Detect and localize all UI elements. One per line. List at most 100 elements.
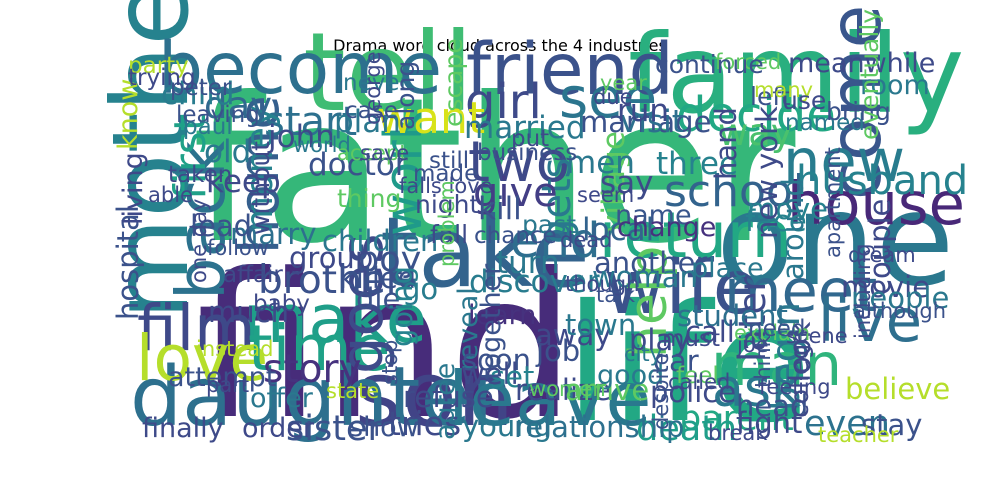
word-time: time — [248, 312, 390, 385]
word-man: man — [711, 330, 842, 399]
word-know: know — [113, 79, 144, 150]
word-falls-love: falls love — [399, 174, 493, 198]
word-without: without — [246, 141, 275, 235]
word-way: way — [718, 111, 793, 154]
word-become: become — [158, 27, 442, 110]
word-college: college — [785, 328, 814, 418]
word-friend: friend — [466, 28, 674, 111]
word-good: good — [597, 360, 664, 391]
word-around: around — [776, 178, 810, 280]
word-killed: killed — [339, 261, 416, 295]
word-save: save — [360, 141, 409, 165]
word-first: first — [165, 114, 216, 200]
word-world: world — [293, 133, 351, 157]
word-town: town — [565, 308, 636, 342]
word-stop: stop — [378, 340, 402, 385]
word-attempt: attempt — [168, 362, 276, 393]
word-reveal: reveal — [453, 287, 484, 371]
word-arrive: arrive — [565, 373, 649, 407]
word-story: story — [263, 347, 362, 392]
word-women: women — [529, 377, 606, 401]
word-year: year — [600, 71, 647, 95]
word-baby: baby — [253, 291, 310, 317]
word-children: children — [322, 224, 438, 258]
word-part: part — [206, 373, 249, 397]
word-visit: visit — [620, 104, 684, 140]
word-police: police — [650, 375, 736, 409]
word-set: set — [490, 360, 534, 394]
word-death: death — [636, 409, 737, 449]
word-living: living — [118, 152, 149, 225]
word-son: son — [355, 342, 514, 447]
word-begin: begin — [764, 302, 809, 411]
word-married: married — [464, 110, 586, 146]
word-room: room — [860, 70, 930, 101]
word-escape: escape — [439, 38, 468, 127]
word-discover: discover — [469, 264, 600, 300]
word-ask: ask — [712, 359, 801, 419]
word-start: start — [264, 99, 357, 145]
word-offer: offer — [250, 383, 314, 414]
word-put: put — [511, 126, 549, 152]
word-come: come — [814, 5, 897, 200]
word-say: say — [600, 165, 654, 201]
word-run: run — [617, 93, 669, 129]
word-need: need — [748, 316, 805, 342]
word-boy: boy — [357, 240, 421, 280]
word-old: old — [204, 134, 251, 170]
word-john: john — [267, 119, 335, 155]
word-live: live — [818, 286, 922, 355]
word-peter: peter — [170, 75, 232, 101]
word-die: die — [356, 282, 400, 316]
word-find: find — [196, 231, 576, 464]
word-kill: kill — [478, 191, 522, 227]
word-make: make — [243, 280, 427, 358]
word-go: go — [402, 272, 438, 306]
word-group: group — [289, 241, 373, 275]
word-job: job — [535, 334, 580, 368]
word-show: show — [349, 412, 419, 443]
word-tell: tell — [303, 9, 473, 136]
word-scene: scene — [786, 324, 848, 348]
word-husband: husband — [796, 158, 968, 204]
word-money: money — [238, 105, 281, 232]
word-doctor: doctor — [308, 147, 408, 183]
word-later: later — [731, 276, 774, 362]
word-due: due — [593, 85, 633, 109]
word-named: named — [785, 110, 865, 136]
word-city: city — [624, 342, 662, 366]
word-daughter: daughter — [130, 350, 505, 445]
word-past: past — [522, 210, 576, 239]
word-state: state — [326, 379, 379, 403]
word-chance: chance — [474, 223, 557, 249]
word-believe: believe — [845, 372, 950, 406]
word-school: school — [664, 166, 805, 217]
word-day: day — [204, 84, 272, 127]
word-work: work — [374, 110, 434, 236]
word-goes: goes — [327, 233, 396, 374]
word-think: think — [751, 334, 775, 388]
word-keep: keep — [206, 164, 281, 200]
word-young: young — [462, 409, 552, 443]
word-head: head — [736, 389, 808, 423]
word-even: even — [804, 404, 890, 444]
word-mother: mother — [90, 0, 212, 320]
word-new-york: new york — [750, 106, 784, 239]
word-back: back — [162, 141, 240, 300]
word-dead: dead — [560, 228, 612, 252]
word-meet: meet — [724, 256, 877, 325]
word-fall: fall — [430, 220, 468, 249]
word-meanwhile: meanwhile — [788, 48, 935, 79]
word-want: want — [377, 93, 485, 144]
word-wife: wife — [604, 243, 759, 331]
word-fight: fight — [736, 406, 802, 440]
word-together: together — [476, 263, 507, 380]
word-one: one — [716, 166, 954, 315]
word-relationship: relationship — [514, 410, 684, 444]
word-child: child — [161, 76, 235, 112]
word-agree: agree — [430, 363, 461, 440]
word-learn: learn — [468, 300, 536, 331]
word-despite: despite — [649, 352, 673, 430]
word-couple: couple — [863, 199, 897, 295]
